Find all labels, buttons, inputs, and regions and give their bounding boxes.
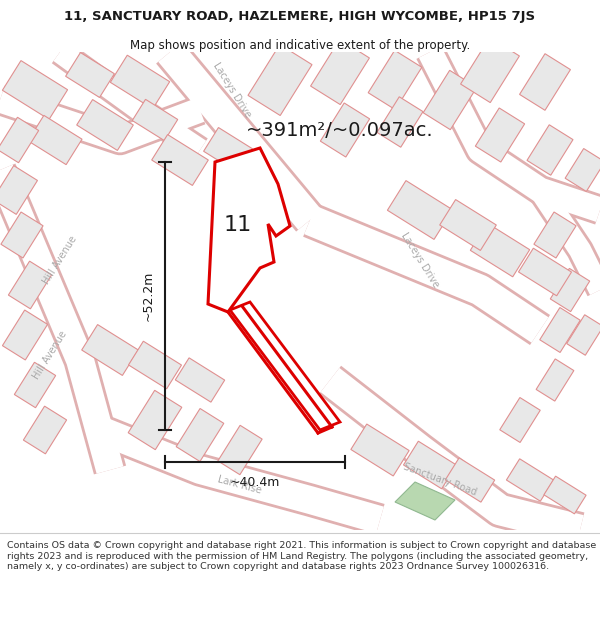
Text: Map shows position and indicative extent of the property.: Map shows position and indicative extent…	[130, 39, 470, 52]
Polygon shape	[248, 44, 312, 116]
Polygon shape	[423, 71, 477, 129]
Polygon shape	[500, 398, 540, 442]
Polygon shape	[368, 51, 422, 109]
Text: ~52.2m: ~52.2m	[142, 271, 155, 321]
Polygon shape	[14, 362, 56, 408]
Polygon shape	[2, 61, 68, 119]
Polygon shape	[320, 103, 370, 157]
Polygon shape	[311, 39, 370, 104]
Text: 11, SANCTUARY ROAD, HAZLEMERE, HIGH WYCOMBE, HP15 7JS: 11, SANCTUARY ROAD, HAZLEMERE, HIGH WYCO…	[64, 11, 536, 23]
Polygon shape	[203, 127, 253, 172]
Polygon shape	[8, 261, 52, 309]
Polygon shape	[128, 341, 181, 389]
Polygon shape	[475, 108, 524, 162]
Polygon shape	[230, 302, 340, 430]
Polygon shape	[28, 116, 82, 164]
Polygon shape	[520, 54, 571, 110]
Polygon shape	[0, 118, 38, 162]
Polygon shape	[77, 99, 133, 151]
Text: Contains OS data © Crown copyright and database right 2021. This information is : Contains OS data © Crown copyright and d…	[7, 541, 596, 571]
Polygon shape	[82, 324, 139, 376]
Polygon shape	[388, 181, 452, 239]
Polygon shape	[176, 409, 224, 461]
Text: Lark Rise: Lark Rise	[217, 474, 263, 496]
Polygon shape	[65, 52, 115, 98]
Polygon shape	[445, 458, 494, 502]
Text: Hill Avenue: Hill Avenue	[41, 234, 79, 286]
Polygon shape	[527, 125, 573, 175]
Polygon shape	[208, 148, 290, 312]
Text: ~40.4m: ~40.4m	[230, 476, 280, 489]
Polygon shape	[0, 166, 37, 214]
Polygon shape	[566, 315, 600, 355]
Polygon shape	[132, 99, 178, 141]
Polygon shape	[506, 459, 554, 501]
Polygon shape	[2, 310, 47, 360]
Polygon shape	[518, 248, 571, 296]
Polygon shape	[404, 441, 457, 489]
Polygon shape	[351, 424, 409, 476]
Polygon shape	[23, 406, 67, 454]
Polygon shape	[534, 212, 576, 258]
Polygon shape	[536, 359, 574, 401]
Polygon shape	[470, 223, 530, 277]
Polygon shape	[565, 149, 600, 191]
Polygon shape	[377, 97, 423, 148]
Polygon shape	[395, 482, 455, 520]
Polygon shape	[440, 199, 496, 251]
Polygon shape	[461, 38, 520, 102]
Polygon shape	[550, 268, 590, 312]
Text: Sanctuary Road: Sanctuary Road	[402, 462, 478, 498]
Polygon shape	[540, 308, 580, 352]
Polygon shape	[128, 391, 182, 449]
Text: Laceys Drive: Laceys Drive	[211, 61, 253, 119]
Polygon shape	[175, 358, 224, 402]
Text: ~391m²/~0.097ac.: ~391m²/~0.097ac.	[246, 121, 434, 139]
Polygon shape	[544, 476, 586, 514]
Text: 11: 11	[224, 215, 252, 235]
Text: Laceys Drive: Laceys Drive	[399, 231, 441, 289]
Polygon shape	[152, 134, 208, 186]
Polygon shape	[218, 425, 262, 475]
Text: Hill Avenue: Hill Avenue	[31, 329, 69, 381]
Polygon shape	[110, 55, 170, 109]
Polygon shape	[1, 212, 43, 258]
